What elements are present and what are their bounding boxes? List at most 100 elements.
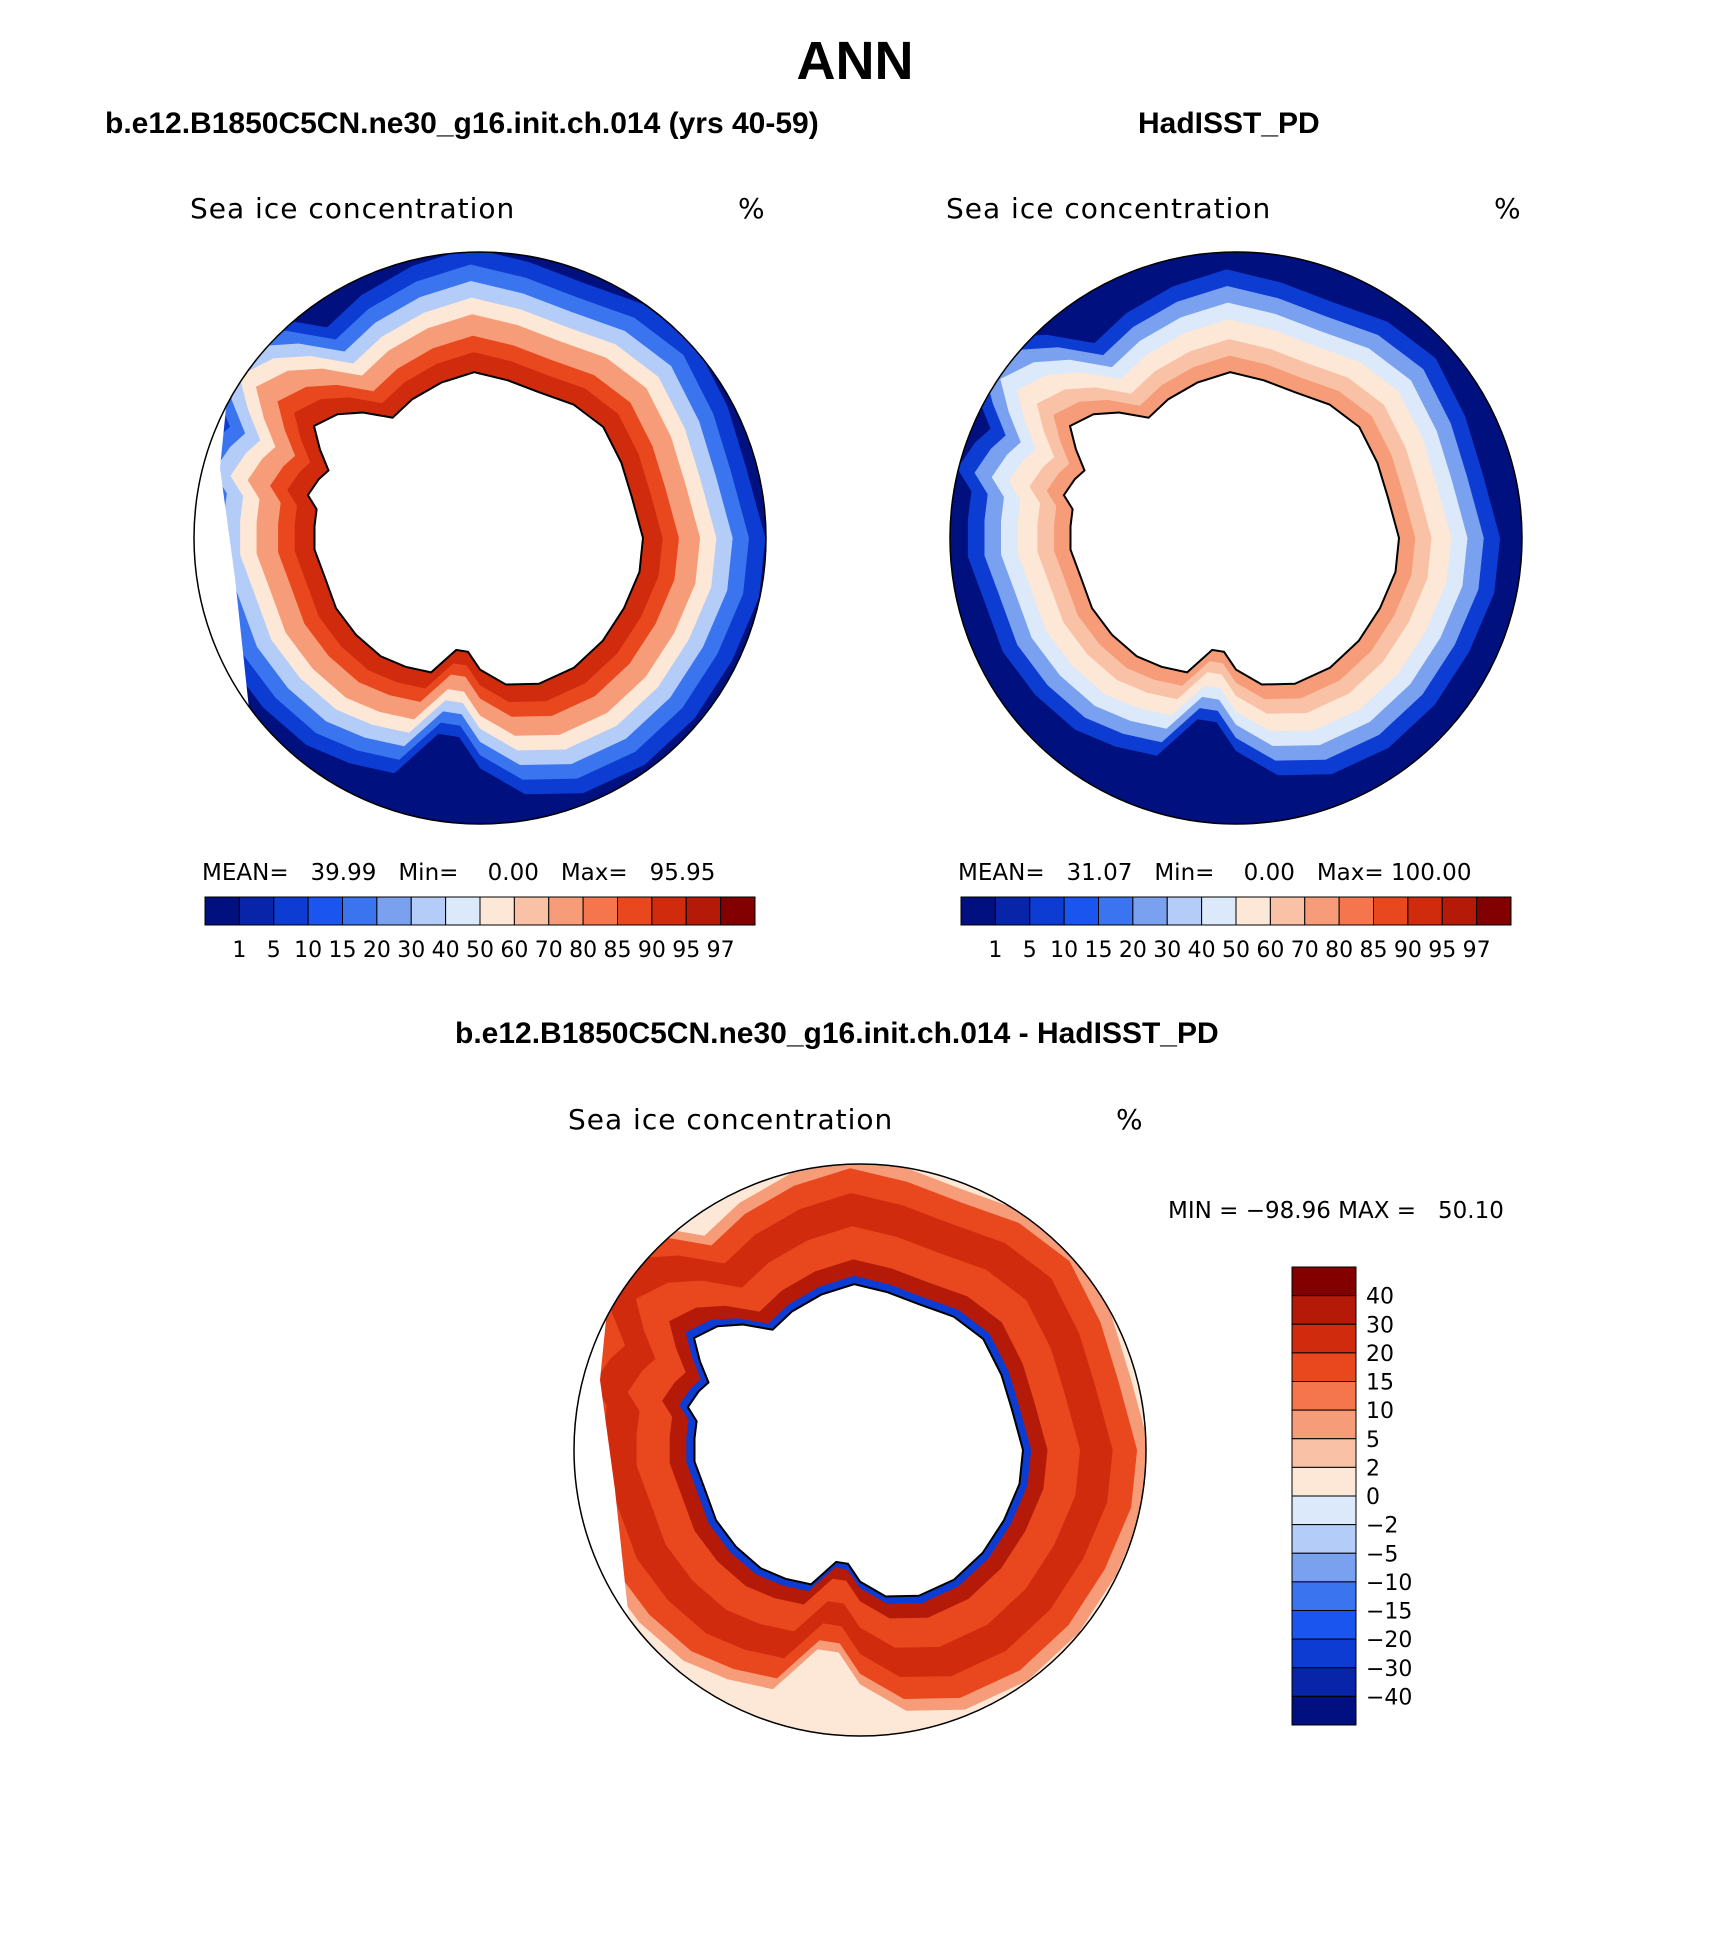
colorbar-label: 15 (329, 938, 357, 963)
colorbar-box (1291, 1638, 1357, 1669)
colorbar-box (960, 896, 996, 926)
colorbar-label: 60 (500, 938, 528, 963)
colorbar-box (1304, 896, 1340, 926)
colorbar-box (1235, 896, 1271, 926)
panel-2-stats: MEAN= 31.07 Min= 0.00 Max= 100.00 (958, 860, 1471, 886)
max-value: 100.00 (1390, 860, 1472, 886)
panel-2-units-label: % (1494, 192, 1522, 225)
colorbar-box (479, 896, 515, 926)
colorbar-label: −2 (1366, 1514, 1398, 1539)
colorbar-label: 80 (1325, 938, 1353, 963)
panel-2-colorbar: 1 5 10 15 20 30 40 50 60 70 80 85 90 95 97 (960, 896, 1512, 963)
mean-value: 31.07 (1066, 860, 1133, 886)
colorbar-box (1291, 1495, 1357, 1526)
colorbar-box (1291, 1552, 1357, 1583)
colorbar-box (1291, 1381, 1357, 1411)
colorbar-box (685, 896, 722, 926)
colorbar-label: 50 (1222, 938, 1250, 963)
colorbar-box (307, 896, 343, 926)
colorbar-box (1291, 1695, 1357, 1726)
colorbar-label: 20 (1119, 938, 1147, 963)
colorbar-label: 5 (267, 938, 281, 963)
colorbar-label: −20 (1366, 1628, 1412, 1653)
colorbar-box (342, 896, 378, 926)
colorbar-box (1291, 1667, 1357, 1697)
min-label: Min= (398, 860, 459, 886)
colorbar-box (1291, 1409, 1357, 1440)
colorbar-box (1338, 896, 1374, 926)
panel-2-title: HadISST_PD (1138, 107, 1320, 140)
colorbar-box (548, 896, 584, 926)
colorbar-box (1291, 1610, 1357, 1640)
colorbar-label: 50 (466, 938, 494, 963)
colorbar-box (376, 896, 412, 926)
panel-1-polar-map (193, 251, 767, 825)
colorbar-label: 5 (1366, 1428, 1380, 1453)
panel-1-colorbar: 1 5 10 15 20 30 40 50 60 70 80 85 90 95 97 (204, 896, 756, 963)
colorbar-label: 20 (363, 938, 391, 963)
colorbar-box (1291, 1438, 1357, 1468)
colorbar-label: 30 (1153, 938, 1181, 963)
colorbar-label: 97 (1463, 938, 1491, 963)
colorbar-box (204, 896, 240, 926)
colorbar-box (1201, 896, 1237, 926)
colorbar-label: 0 (1366, 1485, 1380, 1510)
antarctica-coastline (686, 1283, 1025, 1598)
min-label: Min= (1154, 860, 1215, 886)
colorbar-label: 10 (1366, 1399, 1394, 1424)
colorbar-label: 15 (1366, 1371, 1394, 1396)
colorbar-label: 95 (672, 938, 700, 963)
colorbar-box (1291, 1266, 1357, 1297)
colorbar-box (1291, 1352, 1357, 1382)
colorbar-label: 2 (1366, 1456, 1380, 1481)
colorbar-label: 90 (638, 938, 666, 963)
colorbar-label: 15 (1085, 938, 1113, 963)
panel-3-minmax: MIN = −98.96 MAX = 50.10 (1168, 1198, 1504, 1224)
colorbar-box (273, 896, 309, 926)
panel-3-units-label: % (1116, 1103, 1144, 1136)
colorbar-box (1269, 896, 1306, 926)
colorbar-label: 1 (232, 938, 246, 963)
max-label: Max= (560, 860, 628, 886)
colorbar-label: −30 (1366, 1657, 1412, 1682)
max-value: 95.95 (649, 860, 716, 886)
colorbar-box (1291, 1295, 1357, 1325)
colorbar-label: −5 (1366, 1542, 1398, 1567)
panel-2-polar-map (949, 251, 1523, 825)
colorbar-label: 70 (535, 938, 563, 963)
min-value: 0.00 (1243, 860, 1295, 886)
panel-1-units-label: % (738, 192, 766, 225)
panel-2-variable-label: Sea ice concentration (946, 192, 1272, 225)
colorbar-label: 30 (397, 938, 425, 963)
colorbar-box (1029, 896, 1065, 926)
colorbar-label: 10 (1050, 938, 1078, 963)
colorbar-label: 90 (1394, 938, 1422, 963)
antarctica-coastline (306, 371, 645, 686)
colorbar-label: −40 (1366, 1685, 1412, 1710)
colorbar-label: −10 (1366, 1571, 1412, 1596)
panel-3-polar-map (573, 1163, 1147, 1737)
colorbar-box (1063, 896, 1099, 926)
figure-title: ANN (796, 31, 914, 91)
colorbar-label: 30 (1366, 1313, 1394, 1338)
colorbar-box (994, 896, 1031, 926)
colorbar-label: −15 (1366, 1600, 1412, 1625)
colorbar-label: 60 (1256, 938, 1284, 963)
colorbar-label: 40 (1366, 1285, 1394, 1310)
colorbar-box (445, 896, 481, 926)
panel-3-variable-label: Sea ice concentration (568, 1103, 894, 1136)
colorbar-box (617, 896, 653, 926)
mean-label: MEAN= (958, 860, 1045, 886)
colorbar-box (651, 896, 687, 926)
map-boundary (193, 251, 767, 825)
colorbar-label: 95 (1428, 938, 1456, 963)
colorbar-box (720, 896, 756, 926)
panel-1-variable-label: Sea ice concentration (190, 192, 516, 225)
colorbar-box (1476, 896, 1512, 926)
colorbar-label: 97 (707, 938, 735, 963)
colorbar-box (513, 896, 550, 926)
colorbar-label: 40 (432, 938, 460, 963)
colorbar-label: 10 (294, 938, 322, 963)
panel-3-title: b.e12.B1850C5CN.ne30_g16.init.ch.014 - H… (455, 1017, 1219, 1050)
